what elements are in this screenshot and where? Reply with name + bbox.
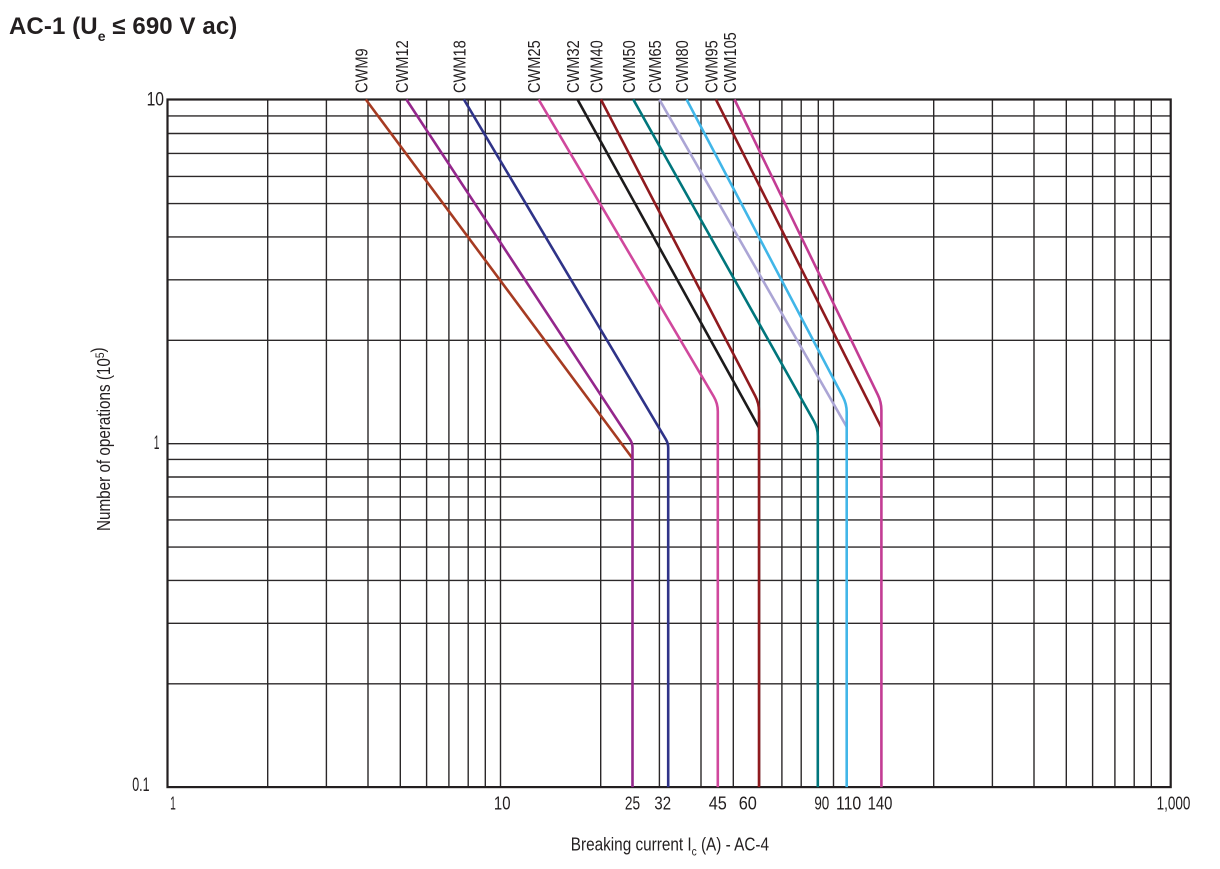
svg-text:Breaking current Ic (A) - AC-4: Breaking current Ic (A) - AC-4 bbox=[571, 835, 769, 859]
svg-text:25: 25 bbox=[625, 794, 640, 814]
svg-text:60: 60 bbox=[739, 794, 757, 814]
svg-text:0.1: 0.1 bbox=[132, 775, 149, 796]
svg-text:140: 140 bbox=[868, 794, 893, 814]
svg-text:CWM80: CWM80 bbox=[672, 40, 692, 93]
svg-text:CWM95: CWM95 bbox=[701, 40, 721, 93]
svg-text:CWM9: CWM9 bbox=[351, 48, 371, 93]
svg-text:CWM105: CWM105 bbox=[720, 32, 740, 93]
svg-text:10: 10 bbox=[147, 90, 164, 111]
svg-text:CWM25: CWM25 bbox=[524, 40, 544, 93]
svg-text:CWM32: CWM32 bbox=[563, 40, 583, 93]
svg-text:CWM12: CWM12 bbox=[392, 40, 412, 93]
svg-text:1: 1 bbox=[154, 433, 160, 454]
svg-text:CWM65: CWM65 bbox=[645, 40, 665, 93]
svg-text:1,000: 1,000 bbox=[1157, 794, 1191, 814]
svg-text:32: 32 bbox=[654, 794, 671, 814]
svg-text:Number of operations (105): Number of operations (105) bbox=[88, 347, 114, 531]
svg-text:CWM40: CWM40 bbox=[586, 40, 606, 93]
svg-text:CWM18: CWM18 bbox=[449, 40, 469, 93]
svg-text:1: 1 bbox=[170, 794, 176, 814]
svg-text:45: 45 bbox=[709, 794, 727, 814]
svg-text:90: 90 bbox=[814, 794, 829, 814]
svg-text:CWM50: CWM50 bbox=[619, 40, 639, 93]
svg-text:10: 10 bbox=[494, 794, 511, 814]
svg-text:110: 110 bbox=[836, 794, 861, 814]
